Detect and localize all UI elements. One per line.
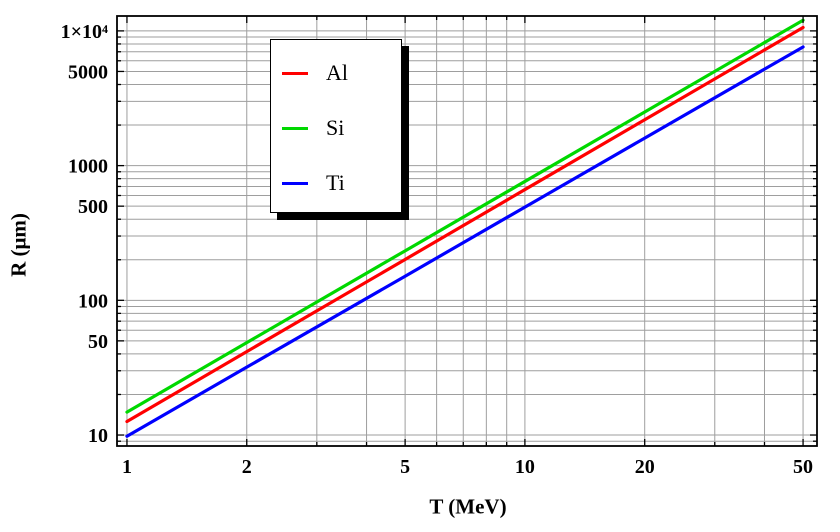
series-line-si — [125, 18, 805, 414]
x-tick-label: 20 — [635, 456, 655, 478]
y-tick-label: 5000 — [68, 61, 108, 83]
legend: Al Si Ti — [270, 39, 402, 213]
x-tick-label: 50 — [793, 456, 813, 478]
y-tick-label: 10 — [88, 425, 108, 447]
legend-swatch-si — [282, 126, 308, 130]
series-line-ti — [125, 45, 805, 438]
x-tick-label: 1 — [122, 456, 132, 478]
y-tick-label: 50 — [88, 331, 108, 353]
y-tick-label: 1×10⁴ — [61, 21, 108, 43]
legend-item-al: Al — [271, 58, 401, 88]
legend-label-si: Si — [326, 115, 345, 140]
series-line-al — [125, 25, 805, 424]
y-tick-label: 100 — [78, 290, 108, 312]
x-tick-label: 5 — [400, 456, 410, 478]
legend-label-al: Al — [326, 60, 348, 85]
plot-frame — [116, 15, 818, 447]
y-axis-title: R (μm) — [6, 213, 31, 277]
legend-swatch-ti — [282, 181, 308, 185]
legend-swatch-al — [282, 71, 308, 75]
y-tick-label: 1000 — [68, 156, 108, 178]
legend-label-ti: Ti — [326, 170, 345, 195]
legend-item-ti: Ti — [271, 168, 401, 198]
y-tick-label: 500 — [78, 196, 108, 218]
x-axis-title: T (MeV) — [429, 494, 507, 519]
x-tick-label: 2 — [242, 456, 252, 478]
x-tick-label: 10 — [515, 456, 535, 478]
legend-item-si: Si — [271, 113, 401, 143]
